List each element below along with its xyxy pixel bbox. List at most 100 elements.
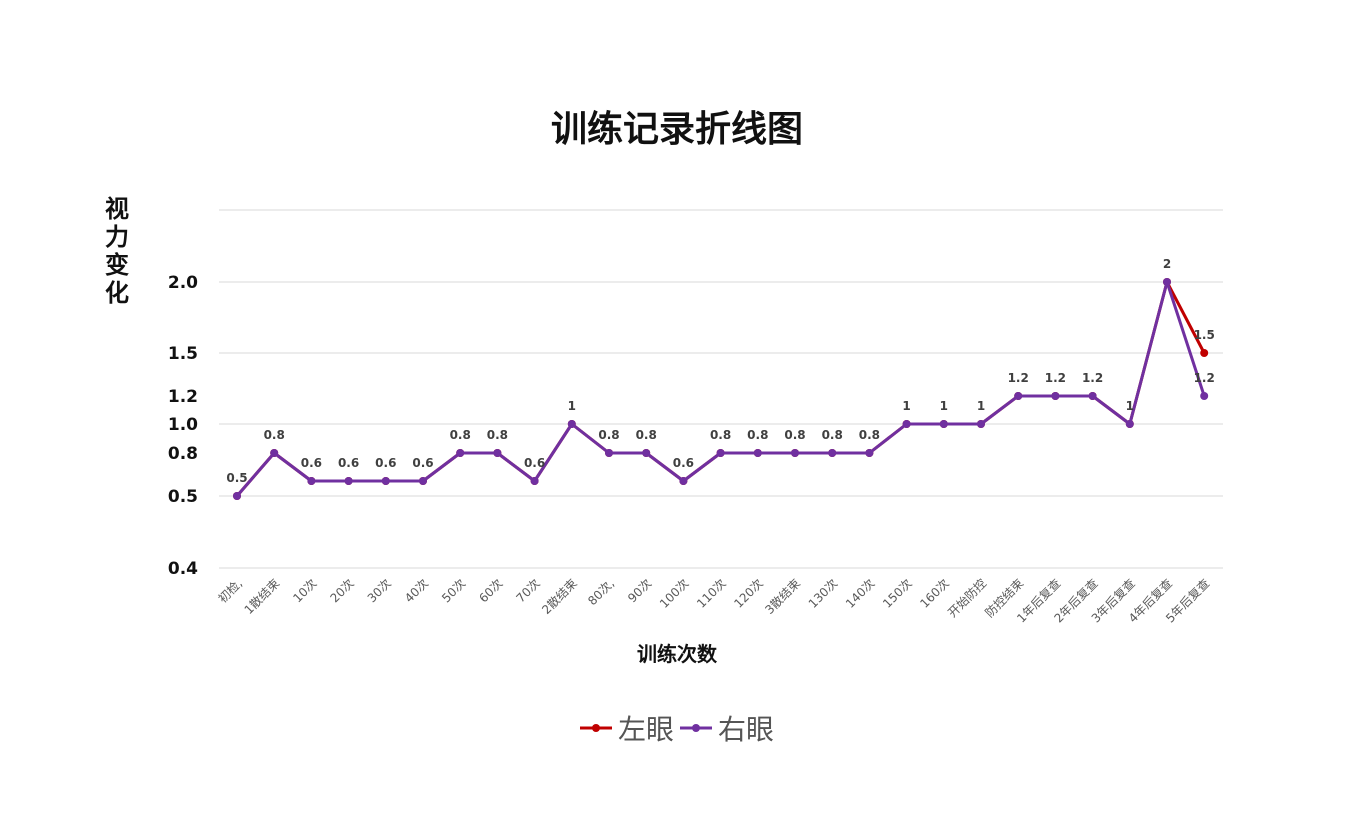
data-point-right-eye[interactable] — [419, 477, 427, 485]
legend-marker-left-eye — [579, 724, 612, 732]
data-label: 1.5 — [1194, 328, 1215, 342]
data-point-right-eye[interactable] — [233, 492, 241, 500]
series-layer — [233, 278, 1209, 500]
y-tick-label: 0.5 — [168, 487, 198, 507]
grid-layer — [219, 209, 1223, 569]
data-label: 0.6 — [524, 456, 545, 470]
data-point-right-eye[interactable] — [307, 477, 316, 485]
data-label: 1.2 — [1045, 371, 1066, 385]
x-tick-label: 50次 — [439, 576, 468, 605]
x-tick-label: 90次 — [625, 576, 654, 605]
legend: 左眼 右眼 — [0, 708, 1354, 748]
x-tick-label: 130次 — [806, 576, 841, 611]
data-label: 0.8 — [264, 428, 285, 442]
x-tick-label: 80次, — [585, 576, 617, 608]
x-tick-label: 3散结束 — [762, 576, 803, 617]
x-tick-label: 120次 — [731, 576, 766, 611]
data-point-right-eye[interactable] — [716, 449, 725, 457]
x-tick-label: 140次 — [843, 576, 878, 611]
data-label: 0.6 — [673, 456, 694, 470]
data-point-right-eye[interactable] — [567, 420, 576, 428]
y-tick-label: 1.0 — [168, 415, 198, 435]
chart-title: 训练记录折线图 — [550, 109, 803, 150]
data-point-right-eye[interactable] — [1200, 392, 1209, 400]
y-tick-layer: 2.0 1.5 1.2 1.0 0.8 0.5 0.4 — [168, 273, 198, 579]
data-label: 0.8 — [822, 428, 843, 442]
data-point-right-eye[interactable] — [1125, 420, 1134, 428]
data-point-right-eye[interactable] — [828, 449, 837, 457]
x-tick-label: 初检, — [215, 576, 245, 606]
data-label: 1.2 — [1082, 371, 1103, 385]
data-point-right-eye[interactable] — [642, 449, 651, 457]
data-point-left-eye[interactable] — [1200, 349, 1209, 357]
legend-marker-right-eye — [680, 724, 712, 732]
data-label: 1.2 — [1008, 371, 1029, 385]
y-axis-label: 视力变化 — [105, 195, 129, 307]
data-label: 2 — [1163, 257, 1171, 271]
legend-label-right-eye: 右眼 — [718, 713, 775, 746]
data-point-right-eye[interactable] — [902, 420, 911, 428]
x-tick-label: 2散结束 — [538, 576, 579, 617]
data-label: 0.8 — [710, 428, 731, 442]
data-point-right-eye[interactable] — [679, 477, 688, 485]
x-tick-label: 100次 — [657, 576, 692, 611]
data-point-right-eye[interactable] — [605, 449, 613, 457]
data-point-right-eye[interactable] — [791, 449, 799, 457]
data-label: 1 — [1126, 399, 1134, 413]
data-point-right-eye[interactable] — [1163, 278, 1171, 286]
data-point-right-eye[interactable] — [381, 477, 390, 485]
data-point-right-eye[interactable] — [1014, 392, 1023, 400]
data-label-layer: 0.5 0.8 0.6 0.6 0.6 0.6 0.8 0.8 0.6 1 0.8 0.8 0.6 0.8… — [226, 257, 1214, 485]
x-axis-label: 训练次数 — [637, 642, 717, 666]
data-point-right-eye[interactable] — [344, 477, 353, 485]
data-label: 1 — [902, 399, 910, 413]
legend-item-right-eye[interactable]: 右眼 — [680, 708, 774, 748]
data-label: 0.8 — [747, 428, 768, 442]
x-tick-label: 10次 — [290, 576, 319, 605]
data-point-right-eye[interactable] — [493, 449, 502, 457]
data-point-right-eye[interactable] — [1051, 392, 1060, 400]
data-label: 0.8 — [598, 428, 619, 442]
x-tick-label: 70次 — [514, 576, 543, 605]
y-tick-label: 0.4 — [168, 559, 198, 579]
x-tick-label: 40次 — [402, 576, 431, 605]
x-tick-label: 1散结束 — [241, 576, 282, 617]
legend-label-left-eye: 左眼 — [617, 713, 674, 746]
data-label: 1 — [568, 399, 576, 413]
x-tick-label: 20次 — [328, 576, 357, 605]
y-tick-label: 2.0 — [168, 273, 198, 293]
data-label: 0.8 — [487, 428, 508, 442]
x-tick-label: 开始防控 — [945, 576, 990, 621]
x-tick-label: 60次 — [476, 576, 505, 605]
data-label: 0.6 — [412, 456, 433, 470]
data-label: 0.8 — [450, 428, 471, 442]
data-label: 1 — [977, 399, 985, 413]
x-tick-label: 110次 — [694, 576, 729, 611]
y-tick-label: 0.8 — [168, 444, 198, 464]
data-label: 0.8 — [784, 428, 805, 442]
data-point-right-eye[interactable] — [1088, 392, 1097, 400]
data-label: 0.6 — [338, 456, 359, 470]
data-point-right-eye[interactable] — [939, 420, 948, 428]
data-label: 0.5 — [226, 471, 247, 485]
legend-item-left-eye[interactable]: 左眼 — [579, 708, 674, 748]
y-tick-label: 1.5 — [168, 344, 198, 364]
data-point-right-eye[interactable] — [865, 449, 874, 457]
x-tick-label: 160次 — [917, 576, 952, 611]
data-label: 0.6 — [375, 456, 396, 470]
data-point-right-eye[interactable] — [753, 449, 762, 457]
data-label: 0.8 — [636, 428, 657, 442]
x-tick-label: 30次 — [365, 576, 394, 605]
y-tick-label: 1.2 — [168, 387, 198, 407]
data-point-right-eye[interactable] — [270, 449, 279, 457]
data-label: 0.8 — [859, 428, 880, 442]
data-point-right-eye[interactable] — [977, 420, 985, 428]
data-point-right-eye[interactable] — [456, 449, 465, 457]
data-label: 1 — [940, 399, 948, 413]
x-tick-label: 150次 — [880, 576, 915, 611]
data-label: 0.6 — [301, 456, 322, 470]
data-point-right-eye[interactable] — [530, 477, 539, 485]
